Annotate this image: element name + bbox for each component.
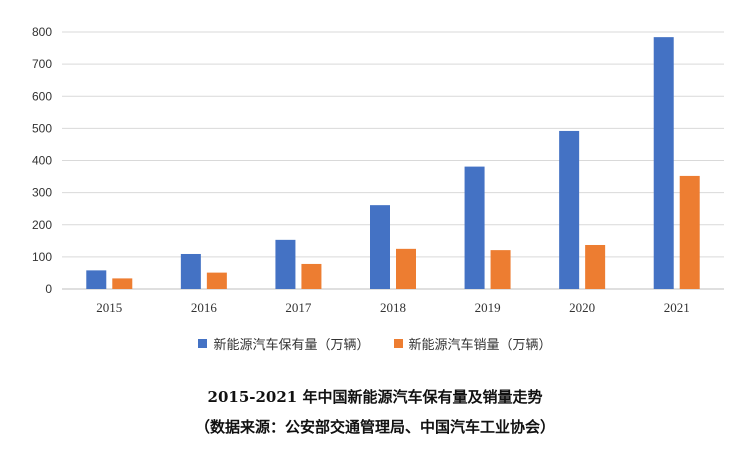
y-tick-label: 300 bbox=[32, 186, 52, 200]
bars bbox=[86, 37, 700, 289]
chart-subtitle: （数据来源：公安部交通管理局、中国汽车工业协会） bbox=[194, 418, 555, 436]
gridlines bbox=[62, 31, 724, 290]
bar-sales bbox=[490, 250, 511, 289]
y-tick-label: 400 bbox=[32, 154, 52, 168]
legend: 新能源汽车保有量（万辆） 新能源汽车销量（万辆） bbox=[0, 334, 750, 353]
x-tick-label: 2016 bbox=[191, 300, 218, 315]
x-axis-ticks: 2015 2016 2017 2018 2019 2020 2021 bbox=[96, 300, 689, 315]
bar-sales bbox=[396, 248, 416, 289]
x-tick-label: 2017 bbox=[285, 300, 312, 315]
y-tick-label: 200 bbox=[32, 218, 52, 232]
x-tick-label: 2021 bbox=[664, 300, 690, 315]
chart-title: 2015-2021 年中国新能源汽车保有量及销量走势 bbox=[207, 388, 543, 406]
bar-holdings bbox=[180, 253, 201, 289]
x-tick-label: 2019 bbox=[475, 300, 501, 315]
bar-holdings bbox=[653, 37, 674, 289]
x-tick-label: 2015 bbox=[96, 300, 122, 315]
legend-swatch-sales bbox=[393, 339, 403, 348]
bar-sales bbox=[301, 263, 322, 289]
legend-label-holdings: 新能源汽车保有量（万辆） bbox=[213, 338, 370, 353]
x-tick-label: 2020 bbox=[569, 300, 595, 315]
y-axis-ticks: 0 100 200 300 400 500 600 700 800 bbox=[32, 25, 52, 296]
bar-sales bbox=[112, 278, 133, 289]
bar-holdings bbox=[370, 205, 390, 289]
legend-item-sales: 新能源汽车销量（万辆） bbox=[393, 334, 552, 353]
y-tick-label: 0 bbox=[45, 282, 52, 296]
bar-sales bbox=[206, 272, 227, 289]
legend-swatch-holdings bbox=[198, 339, 208, 348]
y-tick-label: 800 bbox=[32, 25, 52, 39]
y-tick-label: 100 bbox=[32, 250, 52, 264]
x-tick-label: 2018 bbox=[380, 300, 406, 315]
bar-sales bbox=[679, 175, 700, 289]
legend-item-holdings: 新能源汽车保有量（万辆） bbox=[198, 334, 370, 353]
y-tick-label: 500 bbox=[32, 121, 52, 135]
bar-holdings bbox=[559, 130, 580, 289]
bar-holdings bbox=[464, 166, 485, 289]
y-tick-label: 600 bbox=[32, 89, 52, 103]
bar-sales bbox=[585, 244, 606, 289]
bar-holdings bbox=[275, 239, 296, 289]
y-tick-label: 700 bbox=[32, 57, 52, 71]
bar-holdings bbox=[86, 270, 107, 289]
legend-label-sales: 新能源汽车销量（万辆） bbox=[408, 338, 552, 353]
